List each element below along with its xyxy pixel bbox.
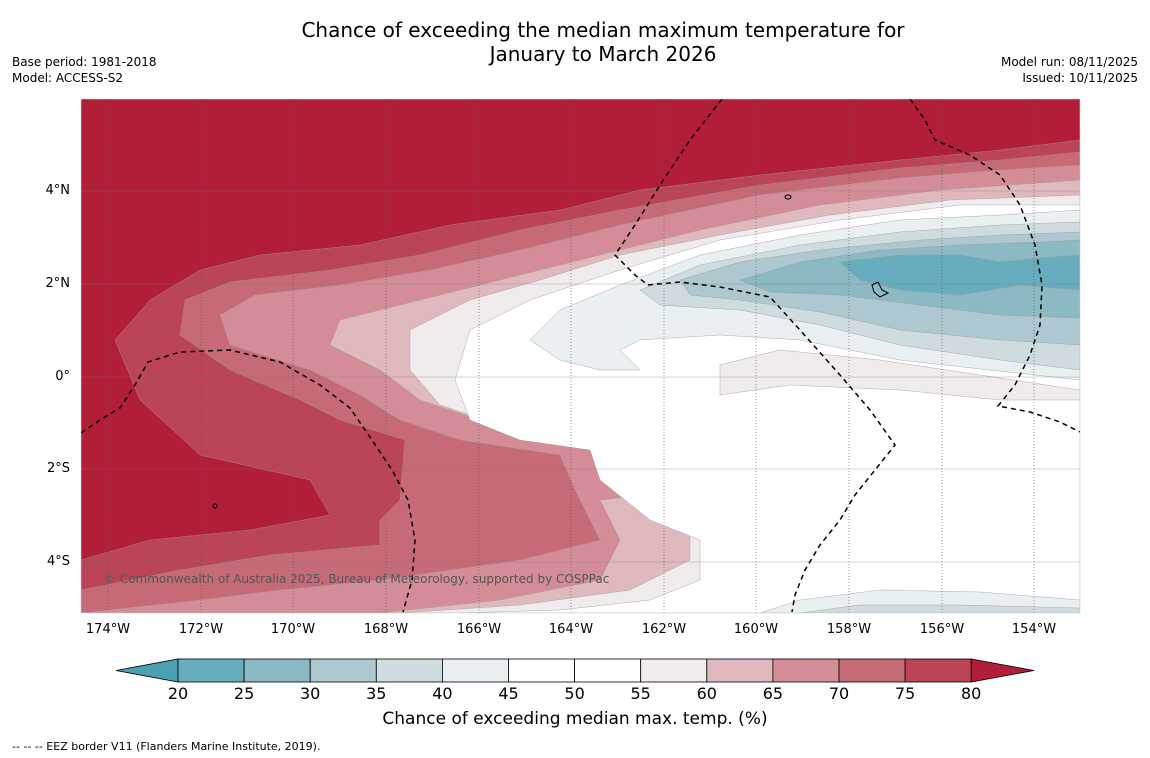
lon-label-174w: 174°W xyxy=(85,622,131,637)
colorbar-tick-label: 50 xyxy=(564,684,585,703)
lon-label-158w: 158°W xyxy=(826,622,872,637)
title-line-1: Chance of exceeding the median maximum t… xyxy=(301,18,905,42)
lon-label-154w: 154°W xyxy=(1011,622,1057,637)
colorbar xyxy=(115,658,1035,683)
colorbar-tick-label: 35 xyxy=(366,684,387,703)
lat-label-2s: 2°S xyxy=(46,461,70,476)
lat-label-4s: 4°S xyxy=(46,554,70,569)
colorbar-segment xyxy=(441,658,509,683)
colorbar-segment xyxy=(508,658,575,683)
colorbar-tick-label: 65 xyxy=(762,684,784,703)
lon-label-170w: 170°W xyxy=(270,622,316,637)
colorbar-high-extension xyxy=(970,658,1035,683)
copyright-notice: © Commonwealth of Australia 2025, Bureau… xyxy=(104,572,610,586)
meta-right: Model run: 08/11/2025 Issued: 10/11/2025 xyxy=(1001,54,1138,86)
map-frame xyxy=(80,98,1081,614)
islands xyxy=(212,194,890,509)
colorbar-tick-label: 70 xyxy=(828,684,850,703)
colorbar-segment xyxy=(838,658,906,683)
region-20-25 xyxy=(839,254,1080,296)
colorbar-segment xyxy=(904,658,972,683)
lon-label-156w: 156°W xyxy=(919,622,965,637)
eez-borders xyxy=(80,98,1081,613)
title-line-2: January to March 2026 xyxy=(489,42,717,66)
eez-legend-note: -- -- -- EEZ border V11 (Flanders Marine… xyxy=(12,740,321,753)
colorbar-tick-label: 60 xyxy=(696,684,717,703)
lon-label-172w: 172°W xyxy=(178,622,224,637)
lat-label-4n: 4°N xyxy=(45,183,71,198)
colorbar-segment xyxy=(706,658,774,683)
colorbar-segment xyxy=(309,658,377,683)
colorbar-segment xyxy=(640,658,708,683)
base-period-text: Base period: 1981-2018 xyxy=(12,55,157,69)
model-text: Model: ACCESS-S2 xyxy=(12,71,124,85)
colorbar-segment xyxy=(375,658,443,683)
probability-field xyxy=(81,99,1080,613)
model-run-text: Model run: 08/11/2025 xyxy=(1000,55,1138,69)
colorbar-tick-label: 55 xyxy=(630,684,651,703)
lon-label-160w: 160°W xyxy=(733,622,779,637)
lat-gridlines xyxy=(81,190,1080,563)
colorbar-segment xyxy=(177,658,245,683)
lon-label-166w: 166°W xyxy=(456,622,502,637)
colorbar-tick-label: 25 xyxy=(233,684,255,703)
map-title: Chance of exceeding the median maximum t… xyxy=(0,18,1150,66)
colorbar-tick-label: 75 xyxy=(894,684,916,703)
colorbar-tick-label: 40 xyxy=(432,684,453,703)
colorbar-low-extension xyxy=(115,658,179,683)
colorbar-segment xyxy=(574,658,642,683)
issued-text: Issued: 10/11/2025 xyxy=(1022,71,1138,85)
meta-left: Base period: 1981-2018 Model: ACCESS-S2 xyxy=(12,54,157,86)
colorbar-tick-label: 30 xyxy=(300,684,321,703)
colorbar-tick-label: 45 xyxy=(498,684,519,703)
colorbar-label: Chance of exceeding median max. temp. (%… xyxy=(382,709,768,729)
colorbar-segment xyxy=(772,658,840,683)
lat-label-2n: 2°N xyxy=(45,276,71,291)
lon-label-164w: 164°W xyxy=(548,622,594,637)
colorbar-segment xyxy=(243,658,311,683)
lon-label-162w: 162°W xyxy=(641,622,687,637)
lon-label-168w: 168°W xyxy=(363,622,409,637)
region-35-40-south xyxy=(799,604,1080,613)
colorbar-tick-label: 20 xyxy=(167,684,189,703)
colorbar-tick-label: 80 xyxy=(961,684,982,703)
lat-label-0: 0° xyxy=(55,369,70,384)
